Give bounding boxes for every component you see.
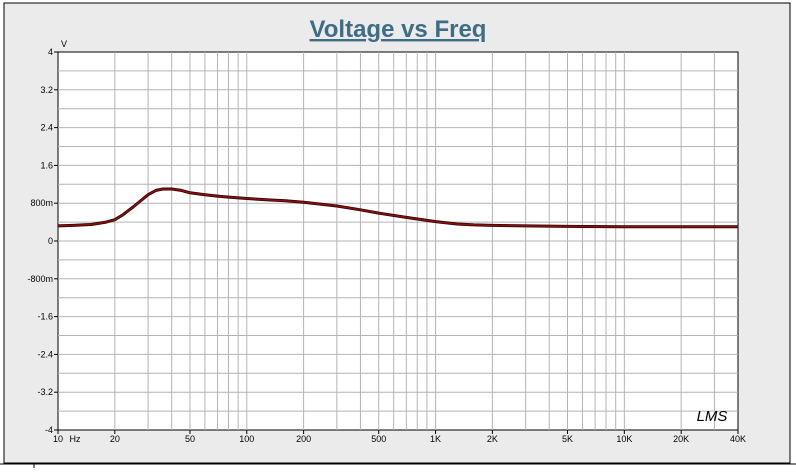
y-tick-label: -2.4 — [37, 349, 53, 359]
x-tick-label: 10K — [616, 434, 632, 444]
y-tick-label: 800m — [30, 198, 53, 208]
series-layer — [57, 187, 738, 229]
x-tick-label: 50 — [185, 434, 195, 444]
y-tick-label: 0 — [48, 236, 53, 246]
chart-title: Voltage vs Freq — [310, 16, 487, 43]
y-tick-label: 4 — [48, 47, 53, 57]
x-tick-label: 20 — [110, 434, 120, 444]
y-tick-label: -4 — [45, 425, 53, 435]
y-tick-label: 1.6 — [40, 160, 53, 170]
y-tick-label: 3.2 — [40, 85, 53, 95]
x-tick-label: 1K — [430, 434, 441, 444]
x-tick-label: 2K — [487, 434, 498, 444]
x-axis: 10 20 50 100 200 500 1K 2K 5K 10K 20K 40K — [53, 430, 746, 444]
x-tick-label: 5K — [562, 434, 573, 444]
x-tick-label: 40K — [730, 434, 746, 444]
y-axis: 4 3.2 2.4 1.6 800m 0 -800m -1.6 -2.4 -3.2 -4 — [27, 47, 58, 435]
x-tick-label: 100 — [239, 434, 254, 444]
x-tick-label: 500 — [371, 434, 386, 444]
x-unit-label: Hz — [70, 434, 81, 444]
y-tick-label: -3.2 — [37, 387, 53, 397]
series-line — [57, 188, 738, 228]
y-tick-label: 2.4 — [40, 123, 53, 133]
x-tick-label: 200 — [296, 434, 311, 444]
y-unit-label: V — [61, 39, 67, 49]
lms-watermark: LMS — [697, 408, 728, 425]
y-tick-label: -1.6 — [37, 312, 53, 322]
y-tick-label: -800m — [27, 274, 53, 284]
x-tick-label: 20K — [673, 434, 689, 444]
grid — [58, 52, 738, 430]
x-tick-label: 10 — [53, 434, 63, 444]
